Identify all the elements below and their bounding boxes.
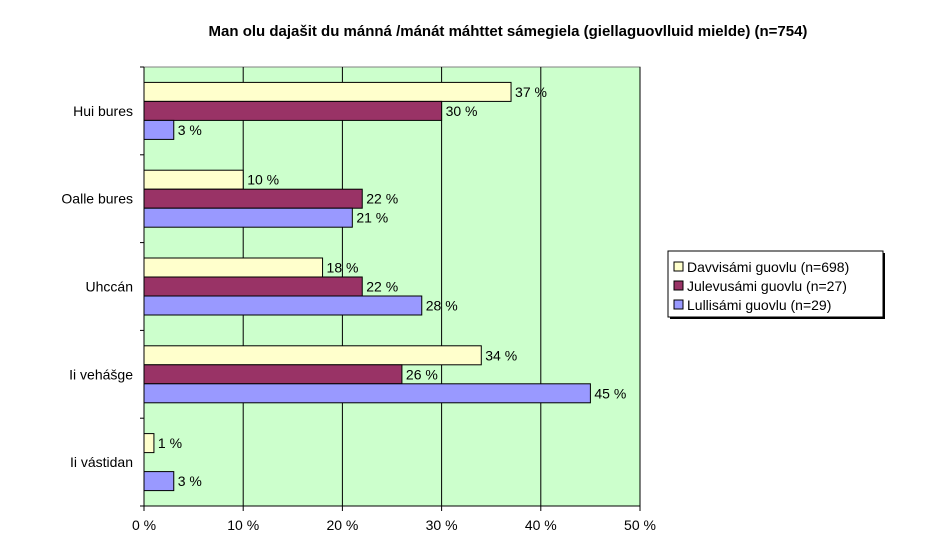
data-label: 22 % xyxy=(366,191,398,207)
x-tick-label: 20 % xyxy=(326,517,358,533)
category-label: Hui bures xyxy=(73,103,133,119)
data-label: 3 % xyxy=(178,473,202,489)
x-tick-label: 10 % xyxy=(227,517,259,533)
bar xyxy=(143,119,175,140)
plot-area: 0 % 10 % 20 % 30 % 40 % 50 % Hui bures 37 % 30 %… xyxy=(61,66,656,533)
x-tick-label: 0 % xyxy=(132,517,156,533)
legend-box xyxy=(667,250,884,318)
x-tick-label: 50 % xyxy=(624,517,656,533)
legend-swatch xyxy=(673,299,684,310)
data-label: 30 % xyxy=(446,103,478,119)
x-tick-label: 40 % xyxy=(525,517,557,533)
bar xyxy=(143,345,482,366)
bar xyxy=(143,364,403,385)
legend-swatch xyxy=(673,261,684,272)
data-label: 26 % xyxy=(406,366,438,382)
data-label: 28 % xyxy=(426,298,458,314)
data-label: 18 % xyxy=(327,260,359,276)
category-label: Uhccán xyxy=(86,279,133,295)
legend-label: Julevusámi guovlu (n=27) xyxy=(687,278,847,294)
bar xyxy=(143,207,353,228)
legend-label: Davvisámi guovlu (n=698) xyxy=(687,259,849,275)
chart-title: Man olu dajašit du mánná /mánát máhttet … xyxy=(209,23,808,40)
bar xyxy=(143,169,244,190)
category-label: Oalle bures xyxy=(61,191,133,207)
bar xyxy=(143,383,591,404)
bar xyxy=(143,81,512,102)
bar xyxy=(143,188,363,209)
data-label: 21 % xyxy=(356,210,388,226)
data-label: 22 % xyxy=(366,279,398,295)
bar xyxy=(143,295,423,316)
data-label: 10 % xyxy=(247,172,279,188)
data-label: 3 % xyxy=(178,122,202,138)
bar xyxy=(143,433,155,454)
bar xyxy=(143,100,443,121)
bar xyxy=(143,471,175,492)
legend-label: Lullisámi guovlu (n=29) xyxy=(687,297,831,313)
bar xyxy=(143,257,324,278)
x-tick-label: 30 % xyxy=(426,517,458,533)
bar xyxy=(143,276,363,297)
data-label: 1 % xyxy=(158,435,182,451)
legend-swatch xyxy=(673,280,684,291)
data-label: 45 % xyxy=(594,385,626,401)
legend: Davvisámi guovlu (n=698) Julevusámi guovl… xyxy=(667,250,885,319)
category-label: Ii vehášge xyxy=(69,366,133,382)
category-label: Ii vástidan xyxy=(70,454,133,470)
data-label: 34 % xyxy=(485,347,517,363)
data-label: 37 % xyxy=(515,84,547,100)
